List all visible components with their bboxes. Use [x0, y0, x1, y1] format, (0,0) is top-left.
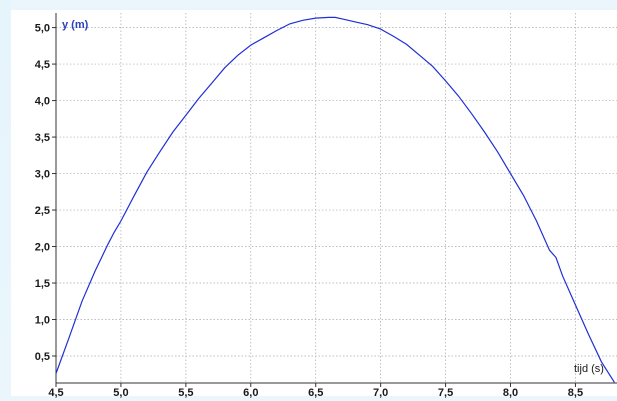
x-tick-label: 7,5 — [438, 387, 453, 399]
y-tick-label: 5,0 — [35, 23, 50, 35]
axes — [52, 13, 617, 387]
x-tick-label: 7,0 — [373, 387, 388, 399]
top-background-strip — [0, 0, 617, 10]
x-tick-label: 6,5 — [308, 387, 323, 399]
x-tick-label: 4,5 — [48, 387, 63, 399]
x-tick-label: 8,0 — [503, 387, 518, 399]
x-axis-title: tijd (s) — [574, 363, 604, 375]
y-tick-label: 1,0 — [35, 315, 50, 327]
y-tick-label: 4,5 — [35, 59, 50, 71]
y-tick-label: 3,5 — [35, 132, 50, 144]
x-tick-label: 5,0 — [113, 387, 128, 399]
left-background-strip — [0, 0, 11, 401]
y-tick-label: 4,0 — [35, 96, 50, 108]
y-tick-label: 2,5 — [35, 205, 50, 217]
plot-area — [56, 13, 617, 383]
y-tick-label: 0,5 — [35, 351, 50, 363]
y-axis-title: y (m) — [62, 19, 89, 31]
y-tick-label: 2,0 — [35, 242, 50, 254]
x-tick-labels: 4,5 5,0 5,5 6,0 6,5 7,0 7,5 8,0 8,5 — [48, 387, 583, 399]
y-tick-label: 3,0 — [35, 169, 50, 181]
series-line — [55, 16, 615, 383]
y-tick-labels: 0,5 1,0 1,5 2,0 2,5 3,0 3,5 4,0 4,5 5,0 — [35, 23, 50, 363]
y-tick-label: 1,5 — [35, 278, 50, 290]
x-tick-label: 5,5 — [178, 387, 193, 399]
x-tick-label: 8,5 — [568, 387, 583, 399]
bottom-background-strip — [0, 396, 617, 401]
x-tick-label: 6,0 — [243, 387, 258, 399]
